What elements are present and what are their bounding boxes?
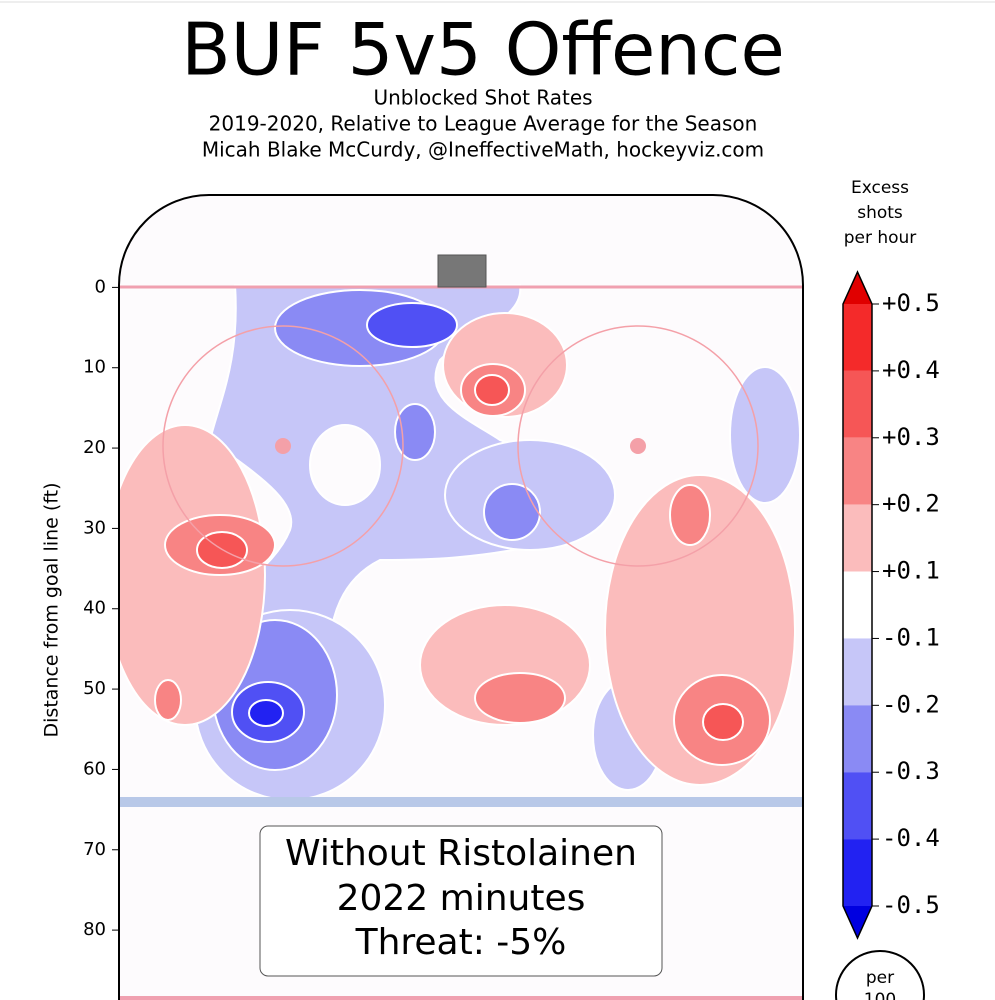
colorbar-band — [843, 437, 872, 505]
colorbar-tick-label: -0.2 — [882, 690, 940, 718]
y-tick-label: 0 — [95, 276, 106, 297]
colorbar-tick-label: -0.5 — [882, 891, 940, 919]
annotation: Threat: -5% — [355, 922, 567, 963]
subtitle: Unblocked Shot Rates — [373, 86, 592, 110]
contour — [474, 374, 510, 406]
net — [437, 254, 487, 288]
y-tick-label: 70 — [83, 839, 106, 860]
contour — [729, 366, 801, 504]
colorbar-tick-label: -0.1 — [882, 623, 940, 651]
faceoff-circle — [162, 325, 404, 567]
contour — [483, 483, 541, 541]
y-tick-label: 30 — [83, 517, 106, 538]
contours — [119, 284, 801, 801]
badge — [835, 950, 925, 1000]
y-tick-label: 20 — [83, 437, 106, 458]
y-tick-label: 50 — [83, 678, 106, 699]
colorbar-label: per hour — [844, 228, 917, 248]
contour — [366, 302, 458, 348]
red-line — [119, 996, 803, 1000]
contour — [394, 403, 436, 461]
colorbar-band — [843, 571, 872, 639]
colorbar-band — [843, 705, 872, 773]
contour — [119, 424, 266, 726]
colorbar-band — [843, 638, 872, 706]
colorbar-band — [843, 370, 872, 438]
colorbar-tick-label: -0.4 — [882, 824, 940, 852]
chart-title: BUF 5v5 Offence — [181, 8, 785, 92]
colorbar-band — [843, 304, 872, 371]
faceoff-dot — [275, 438, 291, 454]
y-tick-label: 40 — [83, 598, 106, 619]
y-tick-label: 10 — [83, 357, 106, 378]
colorbar-tick-label: +0.5 — [882, 289, 940, 317]
colorbar-band — [843, 772, 872, 840]
rink-boundary — [118, 194, 804, 1000]
colorbar-band — [843, 839, 872, 906]
faceoff-circle — [517, 325, 759, 567]
contour — [702, 703, 744, 741]
annotation: 2022 minutes — [337, 878, 586, 919]
y-tick-label: 80 — [83, 919, 106, 940]
heatmap — [119, 195, 803, 1000]
contour — [474, 672, 566, 724]
colorbar-tick-label: -0.3 — [882, 757, 940, 785]
annotation: Without Ristolainen — [285, 833, 637, 874]
contour — [208, 284, 578, 651]
colorbar-tick-label: +0.2 — [882, 490, 940, 518]
faceoff-dot — [630, 438, 646, 454]
y-axis-label: Distance from goal line (ft) — [41, 483, 63, 738]
colorbar-extend — [843, 272, 872, 304]
colorbar-label: Excess — [851, 178, 909, 198]
colorbar-tick-label: +0.4 — [882, 356, 940, 384]
contour — [669, 484, 711, 546]
colorbar-tick-label: +0.1 — [882, 557, 940, 585]
subtitle: 2019-2020, Relative to League Average fo… — [209, 112, 758, 136]
annotation-box — [259, 825, 663, 977]
colorbar-tick-label: +0.3 — [882, 423, 940, 451]
colorbar-band — [843, 504, 872, 572]
contour — [154, 679, 182, 721]
subtitle: Micah Blake McCurdy, @IneffectiveMath, h… — [202, 138, 764, 162]
y-tick-label: 60 — [83, 758, 106, 779]
colorbar-extend — [843, 906, 872, 938]
blue-line — [119, 797, 803, 807]
colorbar-label: shots — [857, 203, 903, 223]
contour — [309, 424, 381, 506]
contour — [248, 699, 284, 727]
badge-text: 100 — [864, 990, 896, 1000]
badge-text: per — [866, 968, 894, 988]
